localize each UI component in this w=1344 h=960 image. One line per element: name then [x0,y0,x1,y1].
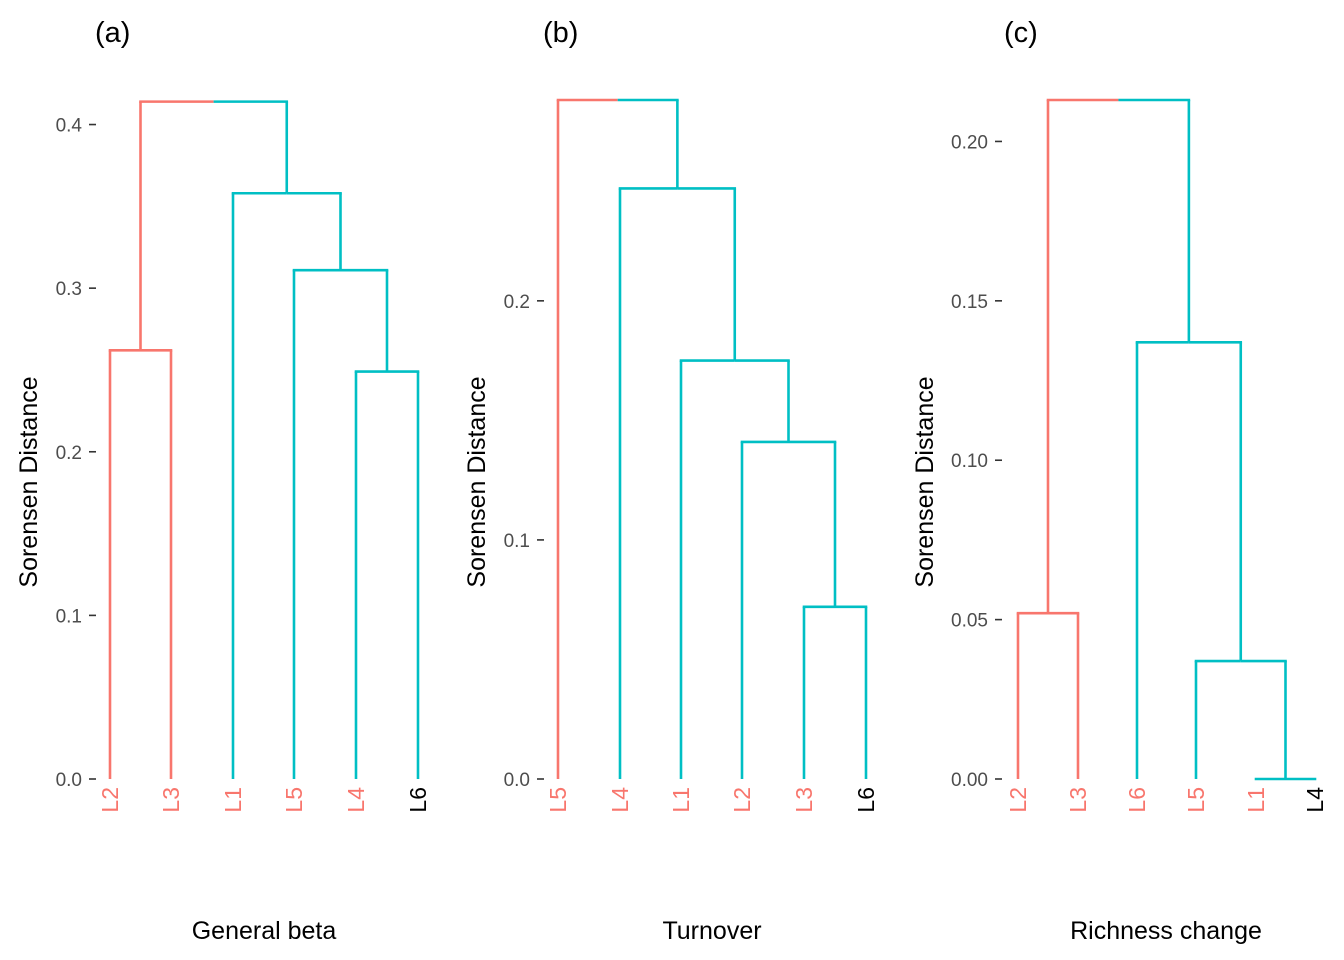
panel-a-y-tick-label: 0.2 [56,443,82,464]
panel-c-leaf-label: L5 [1183,787,1209,813]
panel-c-leaf-label: L1 [1243,787,1269,813]
panel-c-y-tick-label: 0.20 [951,132,988,153]
panel-a-plot: 0.0 0.1 0.2 0.3 0.4 L2 L3 L1 L5 L4 L6 [56,100,431,813]
panel-b-leaf-label: L4 [607,787,633,813]
panel-a-leaf-label: L2 [97,787,123,813]
panel-b-y-tick-label: 0.2 [504,292,530,313]
panel-c-y-tick-label: 0.00 [951,770,988,791]
panel-c-leaf-label: L6 [1124,787,1150,813]
panel-b-leaf-label: L3 [791,787,817,813]
panel-a-leaf-label: L6 [405,787,431,813]
panel-a-y-tick-label: 0.3 [56,279,82,300]
panel-a-y-tick-label: 0.1 [56,606,82,627]
panel-c-x-axis-title: Richness change [1070,917,1262,945]
panel-b-leaf-label: L5 [545,787,571,813]
panel-b: (b) Sorensen Distance Turnover 0.0 0.1 0.2… [463,17,879,945]
panel-b-plot: 0.0 0.1 0.2 L5 L4 L1 L2 L3 L6 [504,98,879,813]
panel-c-y-tick-label: 0.05 [951,611,988,632]
panel-b-y-axis-title: Sorensen Distance [463,376,491,587]
panel-c-y-tick-label: 0.15 [951,292,988,313]
panel-b-label: (b) [543,17,578,49]
panel-c-label: (c) [1004,17,1038,49]
panel-a-leaf-label: L1 [220,787,246,813]
panel-b-leaf-label: L6 [853,787,879,813]
panel-c-y-axis-title: Sorensen Distance [911,376,939,587]
panel-b-leaf-label: L2 [729,787,755,813]
panel-c-leaf-label: L4 [1302,787,1328,813]
panel-c-leaf-label: L3 [1065,787,1091,813]
panel-a-label: (a) [95,17,130,49]
panel-c: (c) Sorensen Distance Richness change 0.… [911,17,1328,945]
panel-b-x-axis-title: Turnover [662,917,761,945]
panel-a-x-axis-title: General beta [192,917,337,945]
panel-a-y-tick-label: 0.4 [56,116,83,137]
panel-c-plot: 0.00 0.05 0.10 0.15 0.20 L2 L3 L6 L5 L1 L4 [951,98,1328,813]
panel-a-leaf-label: L5 [281,787,307,813]
panel-c-y-tick-label: 0.10 [951,451,988,472]
panel-b-y-tick-label: 0.1 [504,531,530,552]
panel-a-y-axis-title: Sorensen Distance [15,376,43,587]
panel-b-y-tick-label: 0.0 [504,770,530,791]
panel-b-leaf-label: L1 [668,787,694,813]
panel-a-leaf-label: L4 [343,787,369,813]
panel-a-leaf-label: L3 [158,787,184,813]
panel-c-leaf-label: L2 [1005,787,1031,813]
panel-a-y-tick-label: 0.0 [56,770,82,791]
panel-a: (a) Sorensen Distance General beta 0.00.… [15,17,431,945]
